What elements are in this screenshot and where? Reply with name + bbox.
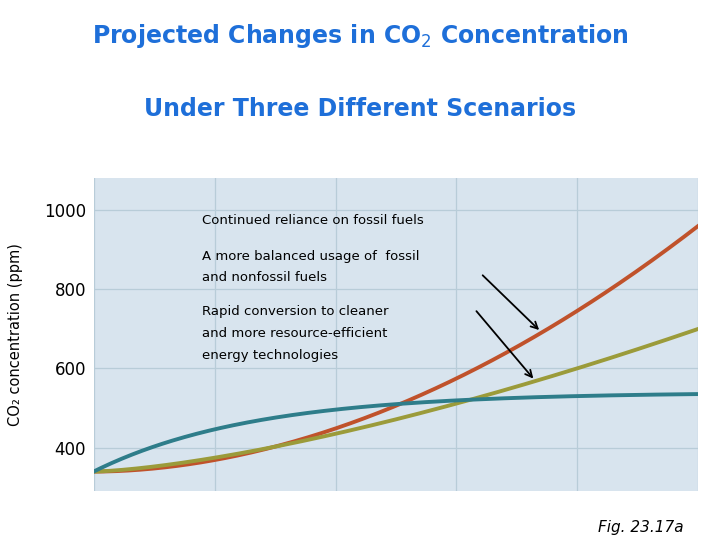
Text: CO₂ concentration (ppm): CO₂ concentration (ppm) [9, 244, 23, 426]
Text: Rapid conversion to cleaner: Rapid conversion to cleaner [202, 305, 389, 318]
Text: and nonfossil fuels: and nonfossil fuels [202, 272, 328, 285]
Text: Fig. 23.17a: Fig. 23.17a [598, 519, 684, 535]
Text: A more balanced usage of  fossil: A more balanced usage of fossil [202, 249, 420, 262]
Text: Continued reliance on fossil fuels: Continued reliance on fossil fuels [202, 214, 424, 227]
Text: energy technologies: energy technologies [202, 349, 338, 362]
Text: Projected Changes in CO$_2$ Concentration: Projected Changes in CO$_2$ Concentratio… [91, 22, 629, 50]
Text: Under Three Different Scenarios: Under Three Different Scenarios [144, 97, 576, 121]
Text: and more resource-efficient: and more resource-efficient [202, 327, 388, 340]
